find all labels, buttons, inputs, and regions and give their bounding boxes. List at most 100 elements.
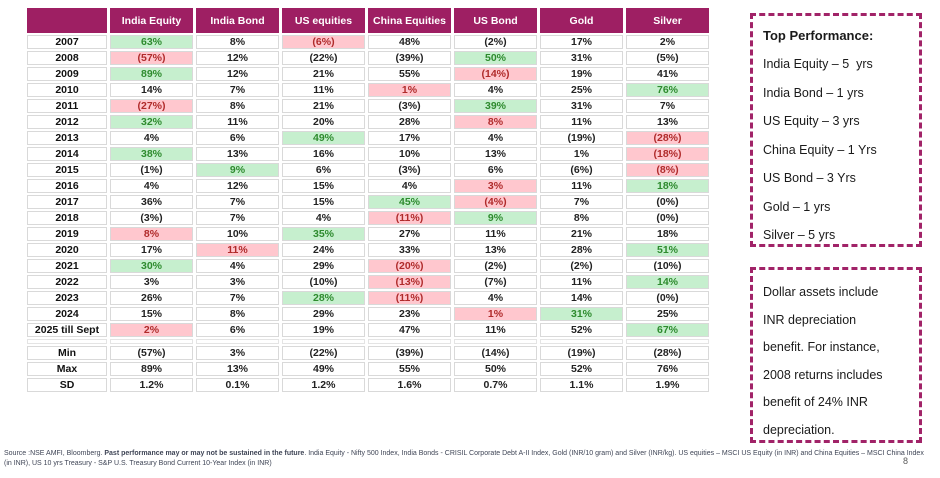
- value-cell: (22%): [282, 51, 365, 65]
- value-cell: 48%: [368, 35, 451, 49]
- year-cell: 2011: [27, 99, 107, 113]
- value-cell: (10%): [626, 259, 709, 273]
- value-cell: 1.6%: [368, 378, 451, 392]
- year-cell: 2009: [27, 67, 107, 81]
- value-cell: (39%): [368, 346, 451, 360]
- table-row: 2016 4% 12% 15% 4% 3% 11% 18%: [27, 179, 709, 193]
- table-row: 2009 89% 12% 21% 55% (14%) 19% 41%: [27, 67, 709, 81]
- value-cell: 29%: [282, 259, 365, 273]
- value-cell: (5%): [626, 51, 709, 65]
- value-cell: 1%: [368, 83, 451, 97]
- value-cell: 41%: [626, 67, 709, 81]
- value-cell: (19%): [540, 131, 623, 145]
- value-cell: 2%: [626, 35, 709, 49]
- value-cell: (13%): [368, 275, 451, 289]
- value-cell: 25%: [540, 83, 623, 97]
- value-cell: 19%: [540, 67, 623, 81]
- spacer-row: [27, 339, 709, 344]
- value-cell: 3%: [196, 346, 279, 360]
- value-cell: 7%: [196, 291, 279, 305]
- dollar-note-line: 2008 returns includes: [763, 367, 883, 382]
- value-cell: 8%: [454, 115, 537, 129]
- page-number: 8: [903, 456, 909, 466]
- asset-returns-table: India Equity India Bond US equities China E…: [24, 6, 712, 394]
- value-cell: 3%: [454, 179, 537, 193]
- corner-cell: [27, 8, 107, 33]
- year-cell: 2008: [27, 51, 107, 65]
- table-row: SD 1.2% 0.1% 1.2% 1.6% 0.7% 1.1% 1.9%: [27, 378, 709, 392]
- value-cell: 2%: [110, 323, 193, 337]
- dollar-note-line: benefit of 24% INR: [763, 395, 868, 409]
- value-cell: 8%: [196, 307, 279, 321]
- dollar-note-line: Dollar assets include: [763, 285, 879, 299]
- value-cell: 26%: [110, 291, 193, 305]
- year-cell: 2016: [27, 179, 107, 193]
- value-cell: 4%: [454, 83, 537, 97]
- value-cell: 15%: [110, 307, 193, 321]
- column-header: US Bond: [454, 8, 537, 33]
- year-cell: 2021: [27, 259, 107, 273]
- value-cell: 14%: [626, 275, 709, 289]
- value-cell: 3%: [110, 275, 193, 289]
- top-performance-item: China Equity – 1 Yrs: [763, 142, 877, 157]
- dollar-note-line: depreciation.: [763, 422, 835, 437]
- table-row: 2023 26% 7% 28% (11%) 4% 14% (0%): [27, 291, 709, 305]
- value-cell: 11%: [196, 243, 279, 257]
- value-cell: 20%: [282, 115, 365, 129]
- value-cell: 0.7%: [454, 378, 537, 392]
- value-cell: 11%: [196, 115, 279, 129]
- value-cell: (28%): [626, 131, 709, 145]
- column-header: India Bond: [196, 8, 279, 33]
- value-cell: 17%: [368, 131, 451, 145]
- spacer-cell: [368, 339, 451, 344]
- value-cell: 29%: [282, 307, 365, 321]
- column-header: India Equity: [110, 8, 193, 33]
- table-row: 2014 38% 13% 16% 10% 13% 1% (18%): [27, 147, 709, 161]
- value-cell: 7%: [196, 83, 279, 97]
- spacer-cell: [626, 339, 709, 344]
- spacer-cell: [196, 339, 279, 344]
- value-cell: 76%: [626, 362, 709, 376]
- value-cell: 1%: [540, 147, 623, 161]
- table-row: 2011 (27%) 8% 21% (3%) 39% 31% 7%: [27, 99, 709, 113]
- value-cell: 49%: [282, 362, 365, 376]
- value-cell: 31%: [540, 51, 623, 65]
- dollar-note-line: benefit. For instance,: [763, 340, 880, 354]
- footnote-disclaimer: Past performance may or may not be susta…: [104, 450, 305, 457]
- year-cell: 2012: [27, 115, 107, 129]
- value-cell: 76%: [626, 83, 709, 97]
- table-header-row: India Equity India Bond US equities China E…: [27, 8, 709, 33]
- table-row: 2017 36% 7% 15% 45% (4%) 7% (0%): [27, 195, 709, 209]
- table-row: 2024 15% 8% 29% 23% 1% 31% 25%: [27, 307, 709, 321]
- year-cell: 2007: [27, 35, 107, 49]
- value-cell: (2%): [454, 259, 537, 273]
- value-cell: (0%): [626, 195, 709, 209]
- top-performance-item: US Equity – 3 yrs: [763, 114, 860, 128]
- table-row: 2022 3% 3% (10%) (13%) (7%) 11% 14%: [27, 275, 709, 289]
- value-cell: (0%): [626, 291, 709, 305]
- year-cell: 2013: [27, 131, 107, 145]
- value-cell: 31%: [540, 307, 623, 321]
- value-cell: 11%: [540, 275, 623, 289]
- stat-label-cell: SD: [27, 378, 107, 392]
- value-cell: 13%: [196, 147, 279, 161]
- value-cell: 45%: [368, 195, 451, 209]
- value-cell: 50%: [454, 51, 537, 65]
- value-cell: 33%: [368, 243, 451, 257]
- value-cell: (2%): [540, 259, 623, 273]
- value-cell: (19%): [540, 346, 623, 360]
- value-cell: 9%: [454, 211, 537, 225]
- value-cell: (11%): [368, 291, 451, 305]
- value-cell: 6%: [196, 131, 279, 145]
- year-cell: 2017: [27, 195, 107, 209]
- table-row: 2008 (57%) 12% (22%) (39%) 50% 31% (5%): [27, 51, 709, 65]
- column-header: US equities: [282, 8, 365, 33]
- value-cell: (0%): [626, 211, 709, 225]
- value-cell: 30%: [110, 259, 193, 273]
- value-cell: 8%: [196, 35, 279, 49]
- value-cell: 35%: [282, 227, 365, 241]
- column-header: Silver: [626, 8, 709, 33]
- value-cell: 7%: [196, 211, 279, 225]
- value-cell: 15%: [282, 195, 365, 209]
